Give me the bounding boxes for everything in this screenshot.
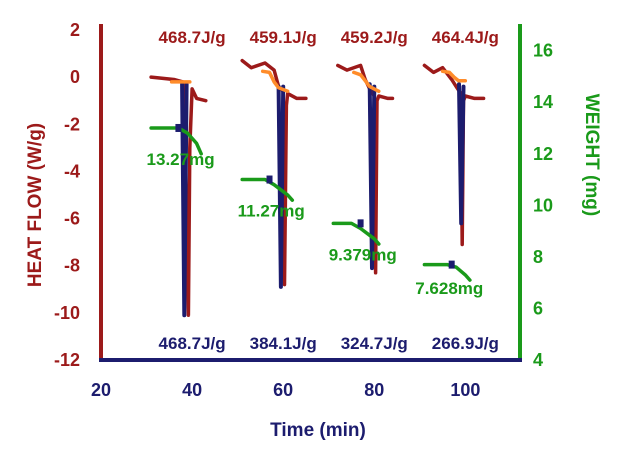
baseline-fit-line xyxy=(260,69,290,94)
heat-flow-inner-line xyxy=(180,82,189,318)
enthalpy-top-label: 464.4J/g xyxy=(432,28,499,47)
heat-flow-inner-line xyxy=(276,84,286,289)
y-left-tick-label: -12 xyxy=(54,350,80,370)
heat-flow-inner-line xyxy=(367,82,377,271)
weight-label: 9.379mg xyxy=(329,245,397,264)
heat-flow-inner-line xyxy=(457,82,466,226)
y-axis-right-label: WEIGHT (mg) xyxy=(581,94,602,216)
y-right-tick-label: 4 xyxy=(533,350,543,370)
heat-flow-outer-line xyxy=(149,75,208,317)
x-axis-label: Time (min) xyxy=(270,420,366,441)
heat-flow-outer-line xyxy=(336,63,395,275)
y-left-tick-label: -2 xyxy=(64,114,80,134)
enthalpy-top-label: 459.1J/g xyxy=(250,28,317,47)
weight-label: 7.628mg xyxy=(415,279,483,298)
x-tick-label: 80 xyxy=(364,380,384,400)
x-tick-label: 40 xyxy=(182,380,202,400)
weight-marker xyxy=(357,219,364,228)
enthalpy-top-label: 459.2J/g xyxy=(341,28,408,47)
enthalpy-bottom-label: 324.7J/g xyxy=(341,334,408,353)
y-right-tick-label: 8 xyxy=(533,247,543,267)
series-group xyxy=(149,58,486,318)
baseline-fit-line xyxy=(352,70,381,94)
weight-line xyxy=(149,126,203,156)
y-left-tick-label: -6 xyxy=(64,209,80,229)
y-right-tick-label: 6 xyxy=(533,298,543,318)
enthalpy-bottom-label: 266.9J/g xyxy=(432,334,499,353)
axes-group xyxy=(99,24,522,362)
y-right-tick-label: 10 xyxy=(533,195,553,215)
y-right-tick-label: 14 xyxy=(533,92,553,112)
heat-flow-outer-line xyxy=(422,63,486,247)
annotations-group: 468.7J/g 459.1J/g 459.2J/g 464.4J/g 468.7J/g… xyxy=(147,28,499,353)
x-tick-label: 100 xyxy=(450,380,480,400)
x-tick-label: 60 xyxy=(273,380,293,400)
heat-flow-outer-line xyxy=(240,58,308,287)
weight-line xyxy=(422,262,472,282)
y-axis-left-label: HEAT FLOW (W/g) xyxy=(25,123,46,287)
enthalpy-top-label: 468.7J/g xyxy=(159,28,226,47)
weight-label: 11.27mg xyxy=(238,201,305,220)
y-left-tick-label: 0 xyxy=(70,67,80,87)
weight-line xyxy=(331,221,381,246)
enthalpy-bottom-label: 468.7J/g xyxy=(159,334,226,353)
y-left-tick-label: -10 xyxy=(54,303,80,323)
y-left-tick-label: -4 xyxy=(64,161,80,181)
baseline-fit-line xyxy=(440,69,468,83)
enthalpy-bottom-label: 384.1J/g xyxy=(250,334,317,353)
y-right-tick-label: 16 xyxy=(533,41,553,61)
y-right-tick-label: 12 xyxy=(533,144,553,164)
weight-marker xyxy=(175,123,182,132)
weight-marker xyxy=(448,260,455,269)
weight-line xyxy=(240,177,295,202)
y-left-tick-label: 2 xyxy=(70,20,80,40)
y-left-tick-label: -8 xyxy=(64,256,80,276)
x-tick-label: 20 xyxy=(91,380,111,400)
weight-marker xyxy=(266,175,273,184)
weight-label: 13.27mg xyxy=(147,150,215,169)
